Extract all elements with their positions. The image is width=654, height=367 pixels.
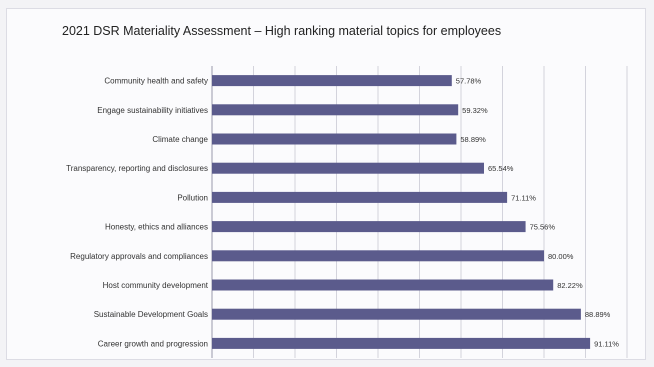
- chart-title: 2021 DSR Materiality Assessment – High r…: [62, 24, 502, 38]
- category-label: Career growth and progression: [98, 339, 208, 348]
- category-label: Engage sustainability initiatives: [97, 106, 208, 115]
- data-label: 59.32%: [462, 106, 488, 115]
- category-label: Honesty, ethics and alliances: [105, 223, 208, 232]
- data-label: 57.78%: [456, 77, 482, 86]
- data-label: 75.56%: [530, 223, 556, 232]
- bar: [212, 279, 554, 291]
- bar: [212, 133, 457, 145]
- data-label: 58.89%: [460, 135, 486, 144]
- chart-frame: [6, 8, 646, 360]
- data-label: 65.54%: [488, 164, 514, 173]
- bar: [212, 162, 484, 174]
- category-label: Pollution: [177, 193, 208, 202]
- bar: [212, 250, 544, 262]
- data-label: 88.89%: [585, 310, 611, 319]
- data-label: 82.22%: [557, 281, 583, 290]
- data-label: 91.11%: [594, 339, 619, 348]
- category-label: Climate change: [152, 135, 208, 144]
- category-label: Transparency, reporting and disclosures: [66, 164, 208, 173]
- bar: [212, 191, 508, 203]
- category-label: Regulatory approvals and compliances: [70, 252, 208, 261]
- bar: [212, 308, 581, 320]
- data-label: 71.11%: [511, 193, 536, 202]
- bar: [212, 75, 452, 87]
- category-label: Host community development: [103, 281, 209, 290]
- bar: [212, 104, 459, 116]
- category-label: Community health and safety: [104, 77, 208, 86]
- bar: [212, 337, 591, 349]
- bar: [212, 221, 526, 233]
- data-label: 80.00%: [548, 252, 574, 261]
- category-label: Sustainable Development Goals: [94, 310, 208, 319]
